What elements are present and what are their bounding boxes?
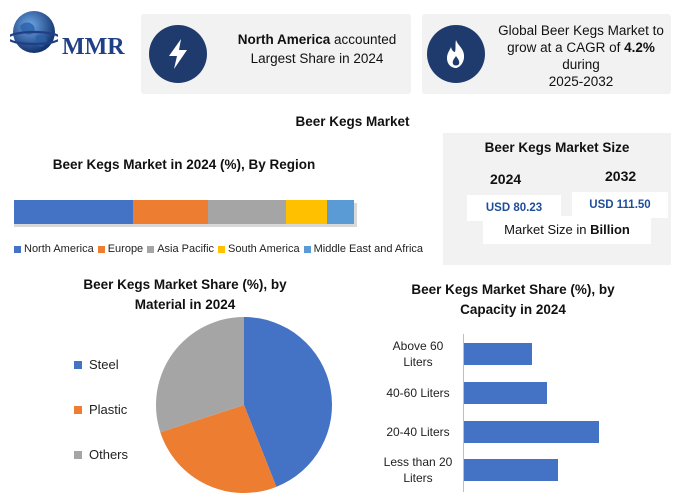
- region-segment-0: [14, 200, 133, 224]
- region-segment-3: [285, 200, 327, 224]
- north-america-card: North America accounted Largest Share in…: [141, 14, 411, 94]
- cagr-card: Global Beer Kegs Market to grow at a CAG…: [422, 14, 671, 94]
- capacity-category-label: 40-60 Liters: [386, 386, 450, 400]
- capacity-axis: [463, 334, 464, 492]
- capacity-category-label: Less than 20 Liters: [383, 455, 453, 485]
- globe-icon: [10, 11, 58, 53]
- region-segment-4: [326, 200, 354, 224]
- region-segment-1: [133, 200, 208, 224]
- market-size-title: Beer Kegs Market Size: [484, 140, 630, 155]
- lightning-badge: [149, 25, 207, 83]
- capacity-category-label: 20-40 Liters: [386, 425, 450, 439]
- market-size-box: Beer Kegs Market Size 2024 2032 USD 80.2…: [443, 133, 671, 265]
- size-year-2032: 2032: [605, 168, 637, 184]
- size-year-2024: 2024: [490, 171, 522, 187]
- legend-label: Asia Pacific: [157, 243, 215, 255]
- fire-badge: [427, 25, 485, 83]
- region-legend-item: Europe: [97, 243, 144, 255]
- capacity-bar-0: [464, 343, 532, 365]
- legend-swatch: [74, 405, 82, 414]
- legend-swatch: [14, 245, 21, 253]
- region-legend-item: North America: [14, 243, 94, 255]
- region-legend: North America Europe Asia Pacific South Ame…: [14, 243, 427, 255]
- region-segment-2: [207, 200, 286, 224]
- pie-slice-plastic: [160, 405, 277, 493]
- material-legend-item: Steel: [74, 357, 119, 372]
- legend-swatch: [74, 360, 82, 369]
- legend-swatch: [303, 245, 311, 253]
- region-legend-item: South America: [218, 243, 300, 255]
- legend-label: Steel: [89, 357, 119, 372]
- size-value-2024: USD 80.23: [467, 195, 561, 221]
- region-stacked-bar: [14, 200, 354, 224]
- capacity-bar-1: [464, 382, 547, 404]
- size-value-2032: USD 111.50: [572, 192, 668, 218]
- pie-slice-steel: [244, 317, 333, 487]
- legend-swatch: [97, 245, 105, 253]
- legend-swatch: [74, 450, 82, 459]
- logo-text: MMR: [62, 34, 125, 60]
- fire-icon: [447, 40, 465, 68]
- lightning-icon: [169, 39, 187, 69]
- capacity-bar-2: [464, 421, 599, 443]
- material-legend-item: Others: [74, 447, 128, 462]
- region-chart-title: Beer Kegs Market in 2024 (%), By Region: [52, 157, 316, 172]
- region-legend-item: Middle East and Africa: [303, 243, 424, 255]
- mmr-logo: MMR: [6, 6, 134, 62]
- pie-slice-others: [156, 317, 244, 433]
- material-legend-item: Plastic: [74, 402, 127, 417]
- main-title: Beer Kegs Market: [295, 114, 410, 129]
- capacity-bar-3: [464, 459, 558, 481]
- legend-label: North America: [24, 243, 94, 255]
- capacity-category-label: Above 60 Liters: [392, 339, 444, 369]
- legend-swatch: [218, 245, 226, 253]
- legend-label: Others: [89, 447, 129, 462]
- legend-label: Middle East and Africa: [313, 243, 424, 255]
- material-chart-title: Beer Kegs Market Share (%), by Material i…: [83, 277, 287, 312]
- legend-swatch: [147, 245, 155, 253]
- cagr-text: Global Beer Kegs Market to grow at a CAG…: [498, 23, 664, 89]
- legend-label: South America: [228, 243, 300, 255]
- north-america-text: North America accounted Largest Share in…: [237, 32, 397, 66]
- region-legend-item: Asia Pacific: [147, 243, 214, 255]
- size-unit-box: [483, 216, 651, 244]
- legend-label: Plastic: [89, 402, 128, 417]
- material-pie-chart: [156, 317, 333, 493]
- size-unit-label: Market Size in Billion: [504, 222, 630, 237]
- legend-label: Europe: [107, 243, 144, 255]
- capacity-chart-title: Beer Kegs Market Share (%), by Capacity i…: [411, 282, 615, 317]
